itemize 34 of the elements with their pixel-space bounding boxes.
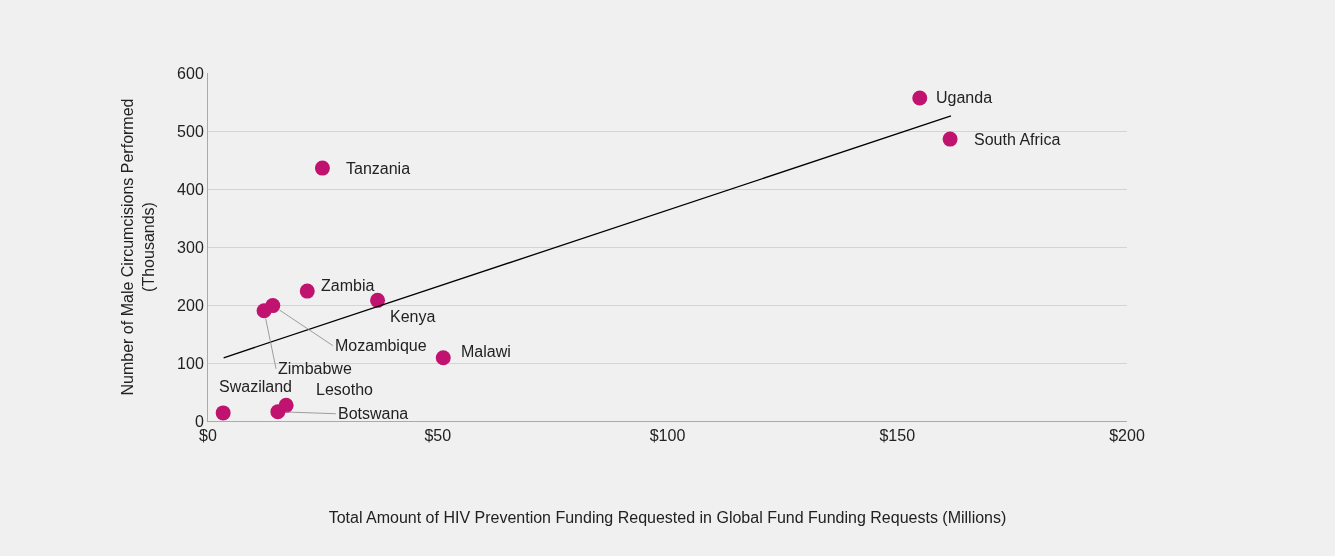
point [314,160,330,176]
point [256,303,272,319]
point [435,350,451,366]
annotation: Zambia [321,277,375,294]
y-tick-label: 300 [177,238,204,256]
x-tick-label: $0 [199,427,217,445]
annotation: Uganda [936,89,993,106]
y-axis-title: Number of Male Circumcisions Performed (Thousands) [119,98,157,396]
y-tick-label: 100 [177,354,204,372]
annotation: Swaziland [219,378,292,395]
y-tick-label: 0 [194,412,204,430]
point [299,283,315,299]
x-tick-label: $50 [424,427,452,445]
point [942,131,958,147]
x-tick-label: $100 [649,427,686,445]
point [215,405,231,421]
point [270,404,286,420]
x-axis-title: Total Amount of HIV Prevention Funding Requested in Global Fund Funding Requests (Millions) [328,508,1007,526]
x-tick-label: $200 [1109,427,1145,445]
annotation: Botswana [338,405,409,422]
y-tick-label: 200 [177,296,204,314]
point [912,90,928,106]
annotation: Zimbabwe [278,360,352,377]
annotation: Mozambique [335,337,427,354]
point [370,292,386,308]
y-tick-label: 600 [177,64,204,82]
annotation: Kenya [390,308,436,325]
annotation: Tanzania [346,160,411,177]
annotation: Lesotho [316,381,374,398]
y-tick-label: 500 [177,122,204,140]
y-tick-label: 400 [177,180,204,198]
annotation: Malawi [461,343,511,360]
annotation: South Africa [974,131,1061,148]
x-tick-label: $150 [879,427,916,445]
